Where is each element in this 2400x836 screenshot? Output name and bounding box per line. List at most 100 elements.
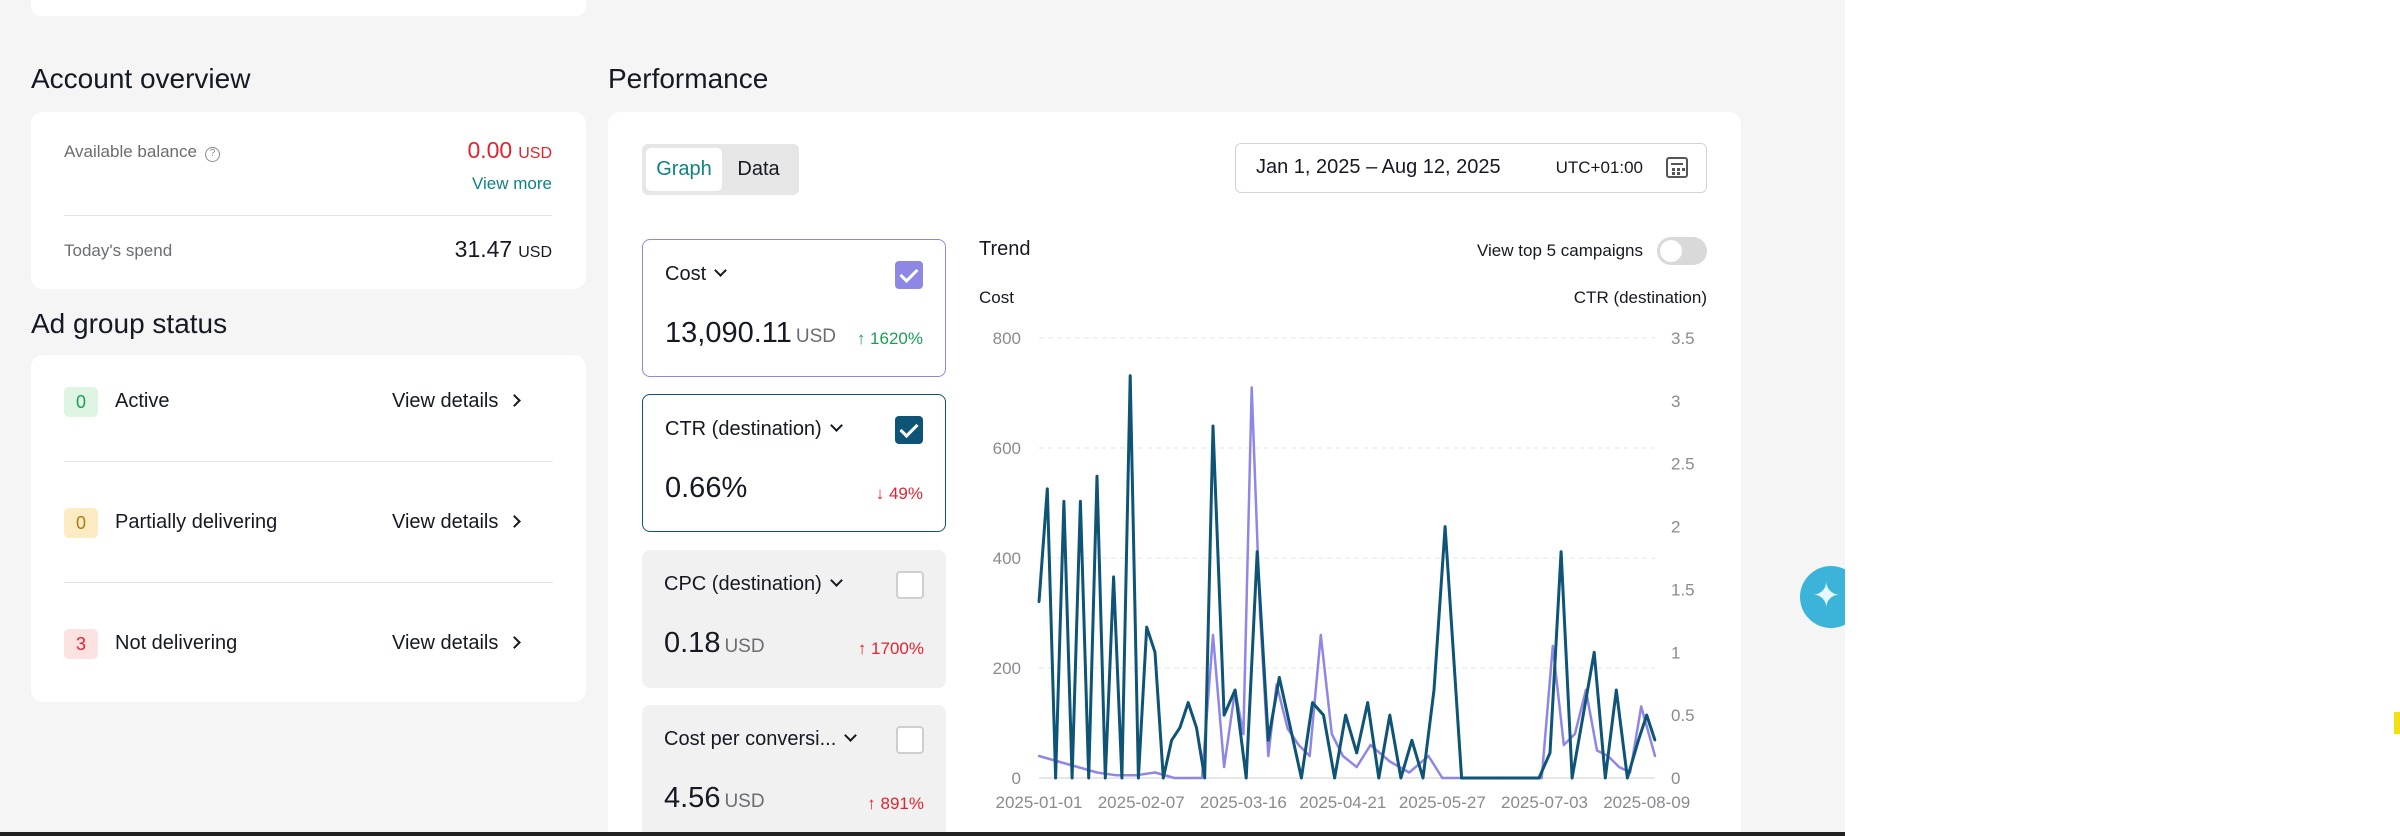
status-label-partially-delivering: Partially delivering bbox=[115, 511, 278, 533]
data-point bbox=[1645, 713, 1648, 717]
account-overview-card: Available balance? 0.00 USD View more Tod… bbox=[31, 112, 586, 289]
assistant-float-button[interactable]: ✦ bbox=[1800, 566, 1845, 628]
divider bbox=[64, 582, 553, 583]
view-details-not-delivering-button[interactable]: View details bbox=[392, 632, 522, 655]
data-point bbox=[1653, 754, 1657, 758]
y-left-tick-label: 0 bbox=[1012, 769, 1021, 788]
top-card-edge bbox=[31, 0, 586, 16]
data-point bbox=[1341, 754, 1345, 758]
performance-title: Performance bbox=[608, 63, 769, 94]
data-point bbox=[1322, 713, 1325, 717]
data-point bbox=[1333, 776, 1336, 780]
view-mode-segmented-control: Graph Data bbox=[642, 144, 799, 195]
metric-name: Cost per conversi... bbox=[664, 728, 837, 750]
metric-value: 4.56 USD bbox=[664, 782, 765, 815]
metric-checkbox-cpc[interactable] bbox=[896, 571, 924, 599]
view-more-link[interactable]: View more bbox=[472, 174, 552, 193]
data-point bbox=[1388, 713, 1391, 717]
y-right-tick-label: 2 bbox=[1671, 518, 1680, 537]
divider bbox=[64, 215, 552, 216]
top5-toggle[interactable] bbox=[1657, 237, 1707, 265]
data-point bbox=[1573, 732, 1577, 736]
y-axis-left-title: Cost bbox=[979, 288, 1014, 307]
divider bbox=[64, 461, 553, 462]
data-point bbox=[1570, 776, 1574, 780]
chevron-right-icon bbox=[508, 515, 522, 528]
view-details-label: View details bbox=[392, 390, 499, 412]
trend-chart: 0 200 400 600 800 0 0.5 1 1.5 2 2.5 3 3.5 2025-01-01 2… bbox=[993, 329, 1695, 812]
y-left-tick-label: 400 bbox=[993, 549, 1021, 568]
x-tick-label: 2025-01-01 bbox=[996, 793, 1083, 812]
metric-change: ↑ 1700% bbox=[857, 639, 924, 658]
metric-checkbox-ctr[interactable] bbox=[895, 416, 923, 444]
y-left-tick-label: 800 bbox=[993, 329, 1021, 348]
metric-change: ↓ 49% bbox=[875, 484, 923, 503]
metric-value: 0.18 USD bbox=[664, 627, 765, 660]
data-point bbox=[1095, 771, 1099, 774]
metric-card-ctr[interactable]: CTR (destination) 0.66% ↓ 49% bbox=[642, 394, 946, 532]
data-point bbox=[1170, 739, 1173, 742]
data-point bbox=[1037, 754, 1041, 758]
data-point bbox=[1562, 743, 1565, 747]
data-point bbox=[1540, 776, 1543, 780]
metric-checkbox-cost-per-conversion[interactable] bbox=[896, 726, 924, 754]
tab-graph[interactable]: Graph bbox=[646, 148, 722, 191]
data-point bbox=[1076, 765, 1079, 769]
metric-card-cost[interactable]: Cost 13,090.11 USD ↑ 1620% bbox=[642, 239, 946, 377]
ad-group-status-title: Ad group status bbox=[31, 308, 228, 339]
data-point bbox=[1582, 713, 1585, 717]
tab-data[interactable]: Data bbox=[737, 158, 780, 180]
data-point bbox=[1203, 776, 1206, 780]
metric-value-number: 0.18 bbox=[664, 627, 721, 659]
sparkle-icon: ✦ bbox=[1812, 577, 1841, 615]
data-point bbox=[1062, 500, 1066, 503]
metric-card-cost-per-conversion[interactable]: Cost per conversi... 4.56 USD ↑ 891% bbox=[642, 705, 946, 836]
data-point bbox=[1211, 424, 1215, 428]
metric-value: 0.66% bbox=[665, 472, 747, 505]
data-point bbox=[1137, 776, 1140, 780]
date-range-picker[interactable]: Jan 1, 2025 – Aug 12, 2025 UTC+01:00 bbox=[1235, 143, 1707, 193]
y-left-tick-label: 600 bbox=[993, 439, 1021, 458]
metric-name-dropdown[interactable]: CTR (destination) bbox=[665, 418, 843, 441]
data-point bbox=[1178, 726, 1182, 729]
data-point bbox=[1120, 776, 1124, 780]
metric-change: ↑ 1620% bbox=[856, 329, 923, 348]
data-point bbox=[1421, 776, 1425, 780]
data-point bbox=[1499, 776, 1502, 780]
metric-checkbox-cost[interactable] bbox=[895, 261, 923, 289]
data-point bbox=[1300, 776, 1303, 780]
x-tick-label: 2025-08-09 bbox=[1603, 793, 1690, 812]
metric-name-dropdown[interactable]: Cost bbox=[665, 263, 727, 286]
data-point bbox=[1187, 701, 1190, 704]
view-details-label: View details bbox=[392, 632, 499, 654]
data-point bbox=[1173, 776, 1176, 780]
view-details-active-button[interactable]: View details bbox=[392, 390, 522, 413]
data-point bbox=[1087, 776, 1090, 780]
metric-name-dropdown[interactable]: CPC (destination) bbox=[664, 573, 843, 596]
not-delivering-count-badge: 3 bbox=[64, 629, 98, 659]
metric-card-cpc[interactable]: CPC (destination) 0.18 USD ↑ 1700% bbox=[642, 550, 946, 688]
data-point bbox=[1211, 633, 1215, 637]
data-point bbox=[1057, 760, 1060, 763]
help-circle-icon[interactable]: ? bbox=[204, 147, 220, 162]
data-point bbox=[1192, 776, 1195, 780]
y-right-tick-label: 2.5 bbox=[1671, 455, 1695, 474]
chevron-down-icon bbox=[714, 264, 727, 277]
available-balance-text: Available balance bbox=[64, 142, 197, 161]
data-point bbox=[1330, 732, 1333, 736]
data-point bbox=[1079, 500, 1082, 503]
data-point bbox=[1129, 374, 1132, 377]
x-tick-label: 2025-04-21 bbox=[1299, 793, 1386, 812]
y-left-tick-label: 200 bbox=[993, 659, 1021, 678]
metric-name-dropdown[interactable]: Cost per conversi... bbox=[664, 728, 858, 751]
view-details-partially-delivering-button[interactable]: View details bbox=[392, 511, 522, 534]
data-point bbox=[1637, 739, 1640, 742]
data-point bbox=[1250, 386, 1253, 389]
data-point bbox=[1427, 754, 1430, 758]
y-right-tick-label: 3 bbox=[1671, 392, 1680, 411]
data-point bbox=[1245, 776, 1248, 780]
data-point bbox=[1615, 688, 1618, 692]
data-point bbox=[1559, 550, 1563, 553]
data-point bbox=[1479, 776, 1483, 780]
data-point bbox=[1162, 776, 1165, 780]
